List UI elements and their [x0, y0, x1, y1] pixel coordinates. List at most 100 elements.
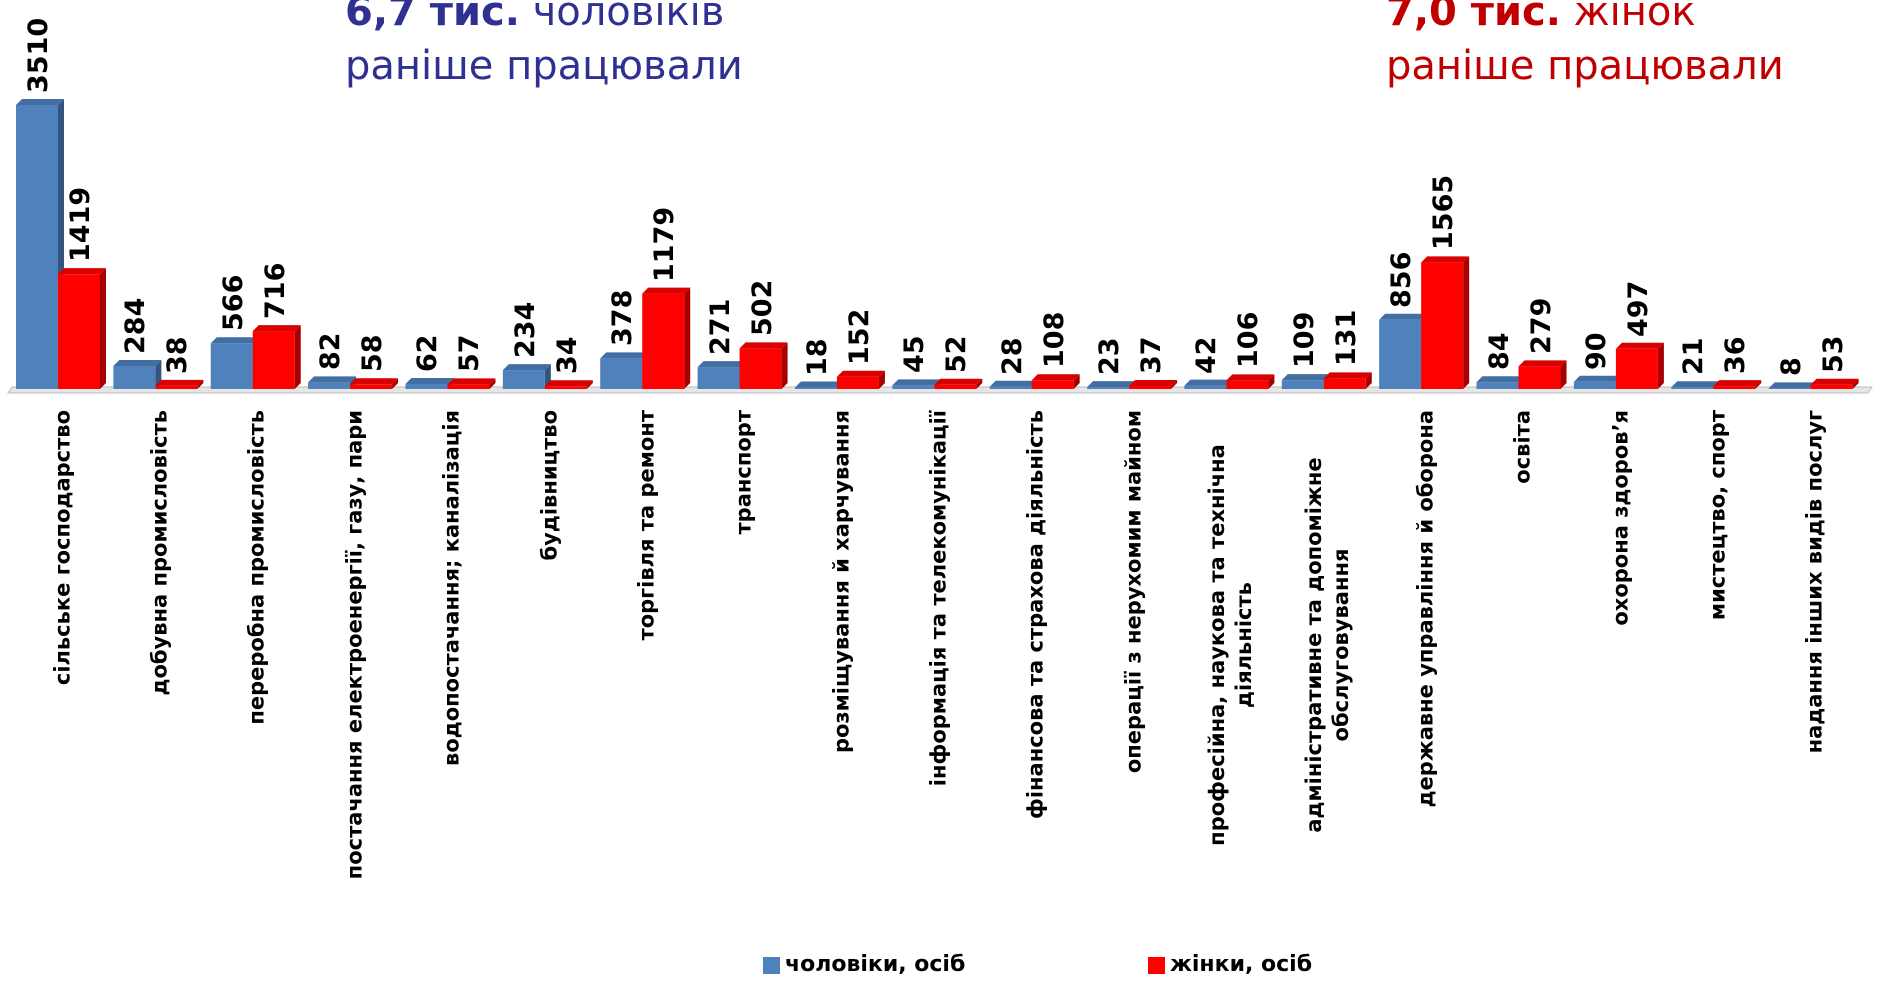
bar	[1226, 374, 1275, 389]
x-tick-label: водопостачання; каналізація	[439, 410, 464, 766]
value-label: 284	[120, 297, 152, 355]
bar	[113, 360, 162, 389]
value-label: 34	[551, 336, 583, 375]
bar	[934, 378, 983, 389]
value-label: 36	[1720, 336, 1752, 375]
x-tick-label: добувна промисловість	[147, 410, 172, 696]
bar	[1713, 380, 1762, 389]
bar	[836, 370, 885, 389]
bar	[892, 379, 941, 389]
annotation-bold: 6,7 тис.	[345, 0, 520, 35]
bar	[989, 380, 1038, 389]
x-tick-label: професійна, наукова та технічна діяльніс…	[1205, 444, 1257, 846]
x-tick-label: мистецтво, спорт	[1705, 410, 1730, 621]
bar	[1573, 375, 1622, 389]
value-label: 497	[1622, 280, 1654, 337]
bar	[1671, 381, 1720, 389]
value-label: 378	[607, 290, 639, 347]
value-label: 82	[315, 332, 347, 371]
legend-label: жінки, осіб	[1170, 952, 1313, 977]
bar	[155, 379, 204, 389]
bar	[1323, 372, 1372, 389]
bar	[1810, 378, 1859, 389]
bar	[1087, 381, 1136, 389]
value-label: 38	[162, 336, 194, 374]
value-label: 53	[1817, 335, 1849, 373]
value-label: 28	[996, 337, 1028, 375]
value-label: 1419	[65, 187, 96, 263]
value-label: 106	[1233, 312, 1265, 369]
value-label: 566	[217, 274, 249, 332]
value-label: 3510	[23, 17, 54, 93]
legend-swatch	[763, 956, 780, 974]
x-tick-label: адміністративне та допоміжне обслуговува…	[1302, 457, 1354, 833]
value-label: 1179	[649, 206, 681, 282]
x-tick-label: охорона здоров’я	[1608, 410, 1633, 626]
value-label: 90	[1580, 332, 1612, 370]
bar	[697, 361, 746, 389]
x-tick-label: постачання електроенергії, газу, пари	[342, 410, 367, 880]
bar	[794, 381, 843, 389]
x-tick-label: розміщування й харчування	[829, 410, 854, 754]
value-label: 62	[412, 334, 444, 372]
value-label: 234	[509, 301, 541, 359]
value-label: 37	[1136, 336, 1168, 374]
value-label: 18	[801, 337, 833, 376]
legend-swatch	[1148, 956, 1165, 974]
bar	[544, 380, 593, 389]
value-label: 57	[454, 334, 486, 373]
annotation: 6,7 тис. чоловіків раніше працювали	[345, 0, 885, 93]
bar	[1379, 313, 1428, 389]
bar	[1421, 256, 1470, 389]
value-label: 23	[1094, 337, 1126, 376]
bar	[502, 364, 551, 389]
value-label: 131	[1330, 310, 1362, 367]
value-label: 856	[1386, 251, 1418, 308]
value-label: 42	[1191, 336, 1223, 374]
value-label: 52	[941, 335, 973, 373]
annotation-bold: 7,0 тис.	[1386, 0, 1561, 35]
annotation-text: чоловіків раніше працювали	[345, 0, 743, 89]
value-label: 21	[1678, 337, 1710, 376]
bar	[308, 376, 357, 389]
x-tick-label: державне управління й оборона	[1413, 410, 1438, 808]
legend-item: жінки, осіб	[1148, 952, 1312, 978]
value-label: 58	[357, 334, 389, 373]
x-tick-label: будівництво	[537, 410, 562, 561]
annotation: 7,0 тис. жінок раніше працювали	[1386, 0, 1856, 93]
bar	[1768, 382, 1817, 389]
value-label: 45	[899, 335, 931, 374]
bar	[600, 352, 649, 389]
bar	[1031, 374, 1080, 389]
bar	[1615, 342, 1664, 389]
value-label: 1565	[1428, 175, 1460, 251]
legend-label: чоловіки, осіб	[785, 952, 966, 977]
bar	[1518, 360, 1567, 389]
x-tick-label: торгівля та ремонт	[634, 410, 659, 641]
x-tick-label: операції з нерухомим майном	[1121, 410, 1146, 774]
x-tick-label: транспорт	[731, 410, 756, 535]
value-label: 84	[1483, 332, 1515, 371]
bar	[252, 325, 301, 389]
x-tick-label: переробна промисловість	[244, 410, 269, 725]
x-tick-label: освіта	[1510, 410, 1535, 484]
bar	[1281, 374, 1330, 389]
annotation-text: жінок раніше працювали	[1386, 0, 1784, 89]
bar	[447, 378, 496, 389]
value-label: 108	[1038, 311, 1070, 369]
bar	[1184, 379, 1233, 389]
bar	[739, 342, 788, 389]
bar	[1129, 380, 1178, 389]
value-label: 716	[259, 262, 291, 320]
value-label: 271	[704, 298, 736, 356]
x-tick-label: фінансова та страхова діяльність	[1023, 410, 1048, 819]
bar	[642, 287, 691, 389]
bar	[16, 99, 64, 389]
bar	[210, 337, 259, 389]
value-label: 279	[1525, 298, 1557, 355]
bar	[405, 377, 454, 389]
legend-item: чоловіки, осіб	[763, 952, 965, 978]
value-label: 502	[746, 280, 778, 337]
value-label: 109	[1288, 311, 1320, 369]
